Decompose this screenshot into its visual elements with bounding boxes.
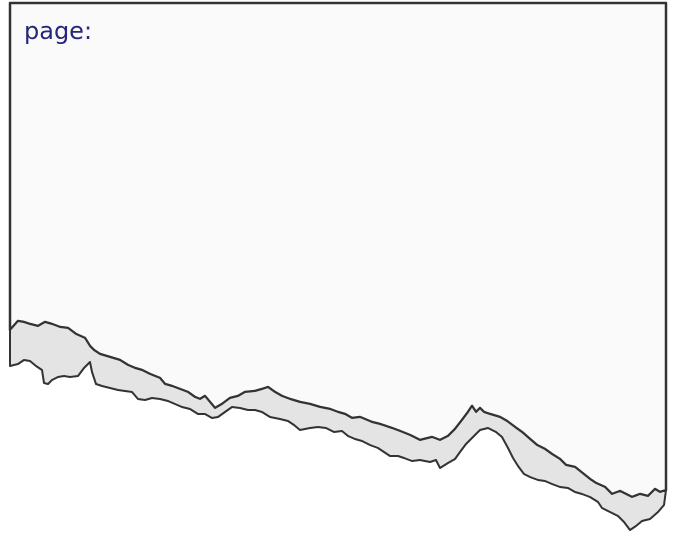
page-label: page: [24, 17, 92, 45]
page: page: (() => { const data = JSON.parse(d… [0, 0, 675, 546]
torn-page-diagram: page: [0, 0, 675, 546]
